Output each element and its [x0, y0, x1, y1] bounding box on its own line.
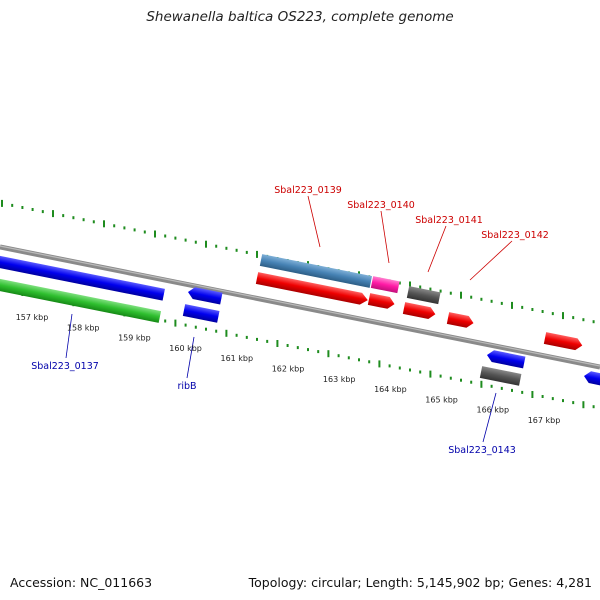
kbp-label: 161 kbp: [220, 354, 253, 363]
kbp-label: 160 kbp: [169, 344, 202, 353]
gene-label-sbal223-0139: Sbal223_0139: [274, 185, 342, 196]
feature-blue-arrow-2[interactable]: [486, 349, 526, 369]
gene-label-sbal223-0142: Sbal223_0142: [481, 230, 549, 241]
feature-sbal223-0137-rna[interactable]: [0, 278, 162, 323]
map-title: Shewanella baltica OS223, complete genom…: [146, 9, 454, 25]
feature-sbal223-0143[interactable]: [479, 366, 522, 386]
feature-sbal223-0142[interactable]: [446, 312, 475, 329]
genome-backbone: [0, 244, 600, 370]
kbp-label: 164 kbp: [374, 385, 407, 394]
kbp-label: 167 kbp: [528, 416, 561, 425]
kbp-label: 157 kbp: [16, 313, 49, 322]
feature-red-small-1[interactable]: [367, 293, 396, 310]
kbp-label: 166 kbp: [476, 406, 509, 415]
gene-label-sbal223-0143: Sbal223_0143: [448, 445, 516, 456]
gene-label-sbal223-0140: Sbal223_0140: [347, 200, 415, 211]
gene-label-ribb: ribB: [177, 381, 196, 392]
feature-sbal223-0141[interactable]: [406, 286, 441, 305]
feature-blue-arrow-1[interactable]: [187, 286, 223, 305]
feature-ribb[interactable]: [182, 304, 220, 323]
gene-label-sbal223-0137: Sbal223_0137: [31, 361, 99, 372]
feature-sbal223-0137-reverse[interactable]: [0, 255, 165, 301]
feature-red-right[interactable]: [543, 332, 584, 351]
kbp-label: 162 kbp: [272, 365, 305, 374]
accession-text: Accession: NC_011663: [10, 575, 153, 590]
kbp-scale-labels: 157 kbp 158 kbp 159 kbp 160 kbp 161 kbp 162 k…: [16, 313, 561, 425]
genome-summary-text: Topology: circular; Length: 5,145,902 bp…: [248, 575, 592, 590]
feature-sbal223-0140[interactable]: [370, 276, 400, 294]
feature-red-long[interactable]: [255, 272, 369, 306]
feature-red-small-2[interactable]: [402, 302, 437, 320]
genome-backbone-highlight: [0, 245, 600, 367]
kbp-label: 165 kbp: [425, 395, 458, 404]
gene-label-sbal223-0141: Sbal223_0141: [415, 215, 483, 226]
kbp-label: 158 kbp: [67, 323, 100, 332]
label-leaders: [65, 195, 513, 443]
feature-blue-right-edge[interactable]: [583, 370, 600, 388]
feature-sbal223-0139[interactable]: [259, 254, 373, 288]
kbp-label: 163 kbp: [323, 375, 356, 384]
kbp-label: 159 kbp: [118, 334, 151, 343]
